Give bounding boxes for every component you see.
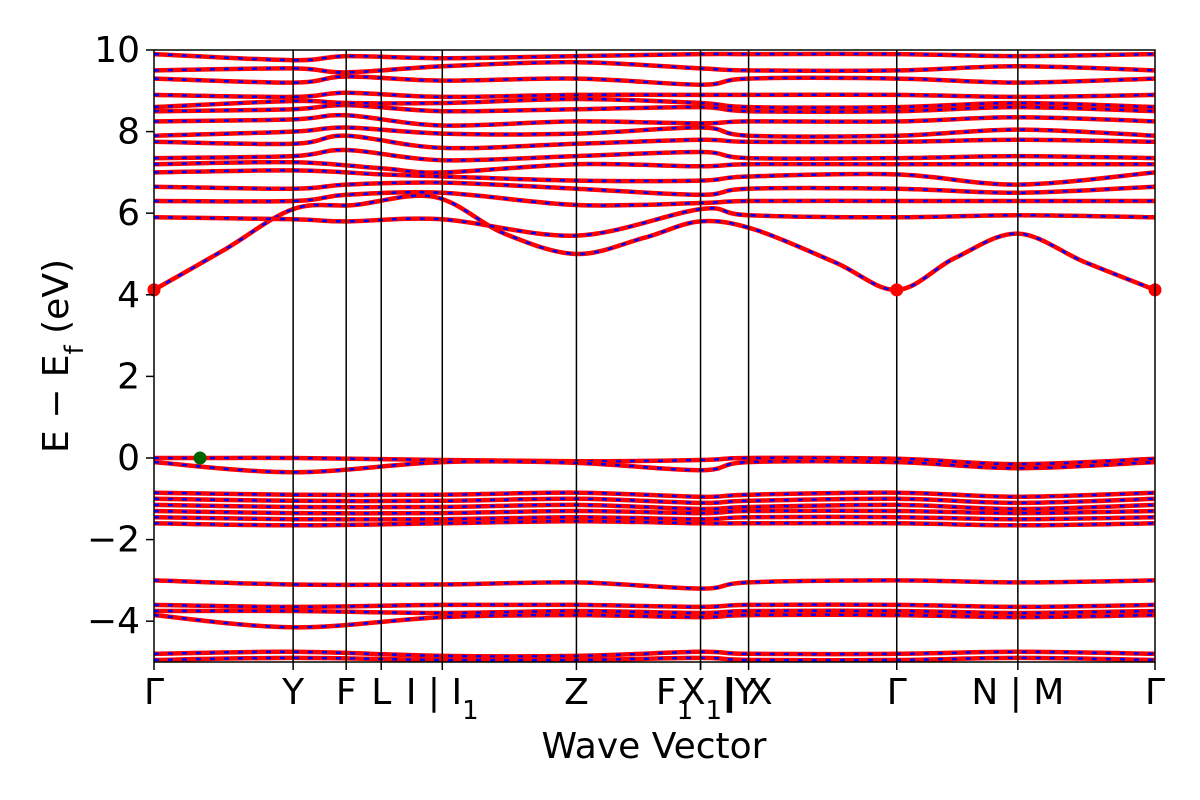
x-tick-label: Γ xyxy=(887,672,907,713)
band-line-dashed-18 xyxy=(154,491,1155,499)
band-line-dashed-7 xyxy=(154,134,1155,150)
x-tick-label: F1 xyxy=(656,672,693,726)
plot-frame xyxy=(153,49,1156,663)
band-line-dashed-26 xyxy=(154,609,1155,615)
band-line-26 xyxy=(154,608,1155,616)
band-line-dashed-2 xyxy=(154,190,1155,207)
band-line-dashed-11 xyxy=(154,97,1155,109)
y-tick-label: −2 xyxy=(87,520,140,561)
x-tick-label: I | I1 xyxy=(406,672,479,726)
band-line-dashed-13 xyxy=(154,75,1155,86)
band-line-dashed-3 xyxy=(154,181,1155,197)
y-tick-label: 10 xyxy=(94,30,140,71)
cbm-marker-1 xyxy=(890,283,904,297)
band-line-dashed-9 xyxy=(154,113,1155,127)
x-tick-label: L xyxy=(371,672,391,713)
bands-layer xyxy=(154,51,1155,662)
x-axis-label: Wave Vector xyxy=(542,726,767,767)
band-line-dashed-25 xyxy=(154,603,1155,609)
band-line-dashed-6 xyxy=(154,148,1155,162)
x-tick-label: Z xyxy=(564,672,589,713)
x-tick-label: Γ xyxy=(144,672,164,713)
x-tick-label: | X xyxy=(724,672,772,713)
y-axis-ticks: 10 8 6 4 2 0 −2 −4 xyxy=(87,30,154,642)
band-line-dashed-12 xyxy=(154,91,1155,99)
band-line-dashed-21 xyxy=(154,509,1155,515)
band-line-dashed-22 xyxy=(154,515,1155,521)
band-line-dashed-10 xyxy=(154,103,1155,113)
band-line-dashed-8 xyxy=(154,126,1155,138)
band-line-dashed-23 xyxy=(154,519,1155,527)
band-line-dashed-27 xyxy=(154,613,1155,629)
kpoint-lines xyxy=(292,50,1019,662)
x-tick-label: N | M xyxy=(971,672,1064,713)
band-line-dashed-14 xyxy=(154,60,1155,74)
y-tick-label: 4 xyxy=(117,275,140,316)
band-line-25 xyxy=(154,602,1155,610)
band-line-dashed-29 xyxy=(154,656,1155,662)
x-tick-label: Y xyxy=(281,672,305,713)
band-line-dashed-4 xyxy=(154,169,1155,186)
band-line-dashed-0 xyxy=(154,194,1155,292)
y-tick-label: 6 xyxy=(117,193,140,234)
band-line-dashed-15 xyxy=(154,52,1155,62)
y-tick-label: −4 xyxy=(87,601,140,642)
x-tick-label: F xyxy=(336,672,357,713)
y-tick-label: 8 xyxy=(117,112,140,153)
x-tick-label: X1|Y xyxy=(681,672,757,726)
y-axis-label: E − Ef (eV) xyxy=(36,259,90,453)
y-tick-label: 0 xyxy=(117,438,140,479)
y-tick-label: 2 xyxy=(117,356,140,397)
x-tick-label: Γ xyxy=(1145,672,1165,713)
vbm-marker-3 xyxy=(193,451,207,465)
band-line-dashed-16 xyxy=(154,456,1155,466)
band-line-dashed-28 xyxy=(154,650,1155,658)
band-line-dashed-1 xyxy=(154,207,1155,237)
band-line-dashed-5 xyxy=(154,160,1155,174)
band-line-29 xyxy=(154,655,1155,662)
band-line-dashed-20 xyxy=(154,503,1155,511)
band-line-dashed-17 xyxy=(154,459,1155,474)
band-line-22 xyxy=(154,514,1155,522)
band-line-dashed-19 xyxy=(154,497,1155,505)
band-line-dashed-24 xyxy=(154,579,1155,590)
band-line-21 xyxy=(154,508,1155,516)
